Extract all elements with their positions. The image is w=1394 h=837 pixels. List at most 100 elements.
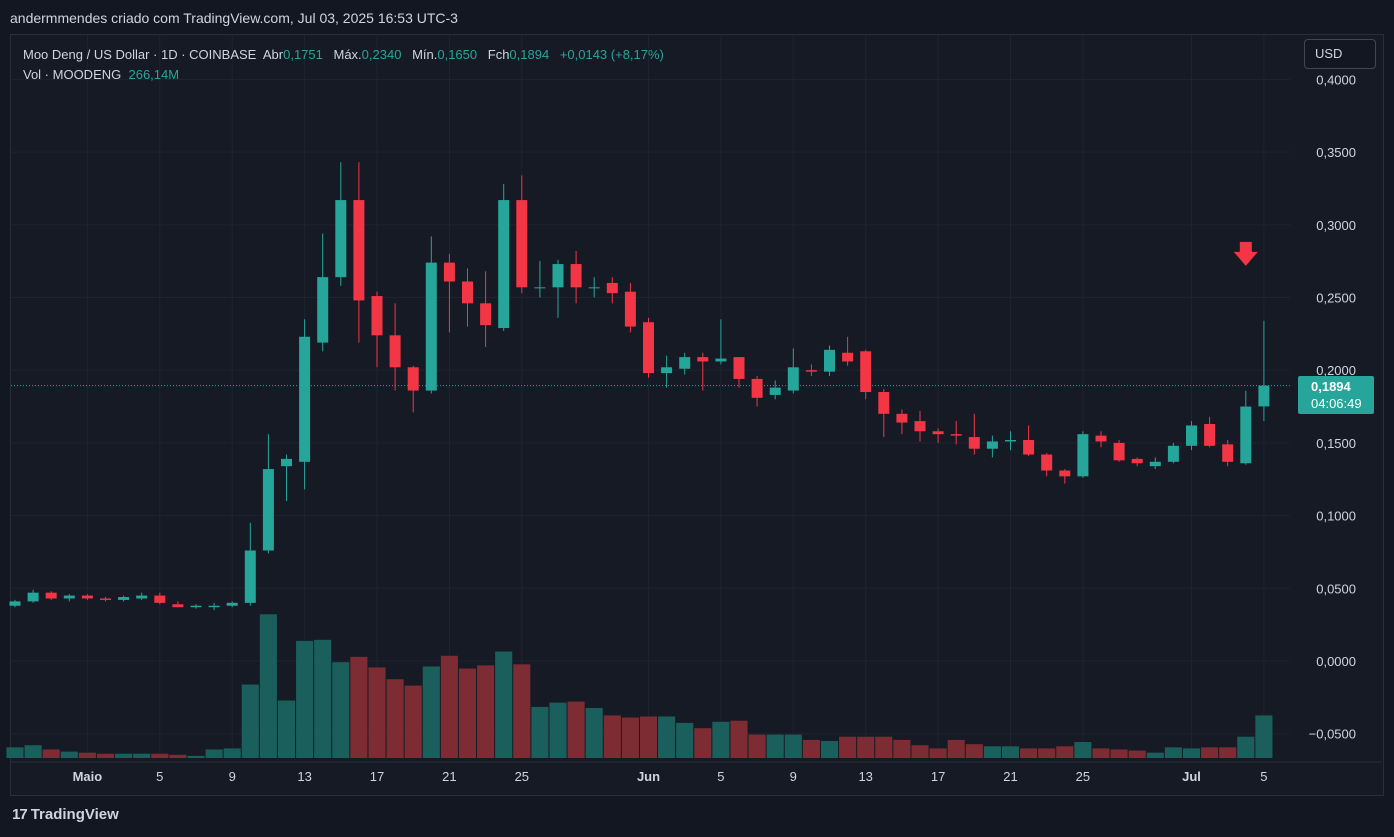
candle-body: [1041, 454, 1053, 471]
candle: [262, 434, 274, 554]
volume-bar: [585, 707, 603, 758]
volume-bar: [621, 717, 639, 758]
candle-body: [679, 357, 691, 369]
time-axis-label: 25: [515, 769, 529, 784]
candle: [480, 271, 492, 347]
candle: [1131, 457, 1143, 467]
tradingview-logo-icon: 17: [12, 806, 28, 823]
candle-body: [63, 595, 75, 599]
volume-bar: [1020, 748, 1038, 758]
volume-bar: [802, 739, 820, 758]
candle: [552, 259, 564, 318]
volume-bar: [694, 728, 712, 758]
volume-bar: [115, 753, 133, 758]
candle: [63, 594, 75, 602]
candle-body: [1149, 461, 1161, 467]
candle-body: [389, 335, 401, 368]
candle: [787, 348, 799, 394]
volume-bar: [1237, 736, 1255, 758]
volume-bar: [24, 745, 42, 758]
last-price-tag: 0,1894 04:06:49: [1298, 376, 1374, 414]
volume-bar: [712, 721, 730, 758]
candle: [1113, 439, 1125, 462]
candle: [769, 380, 781, 400]
volume-bar: [549, 702, 567, 758]
volume-bar: [404, 685, 422, 758]
candle: [1005, 431, 1016, 451]
volume-bar: [875, 736, 893, 758]
chart-frame[interactable]: [10, 34, 1384, 796]
currency-button[interactable]: USD: [1304, 39, 1376, 69]
candle-body: [1258, 385, 1270, 407]
low-value: 0,1650: [437, 47, 478, 62]
volume-bar: [947, 739, 965, 758]
candle: [914, 410, 926, 442]
volume-bar: [241, 684, 259, 758]
candle: [1258, 320, 1270, 422]
candle-body: [860, 351, 872, 393]
time-axis-label: Jul: [1182, 769, 1201, 784]
candle: [335, 162, 347, 286]
candle: [1167, 442, 1179, 464]
high-value: 0,2340: [361, 47, 402, 62]
open-value: 0,1751: [283, 47, 323, 62]
volume-bar: [1182, 748, 1201, 758]
candle: [878, 389, 890, 438]
volume-label[interactable]: Vol · MOODENG: [23, 67, 122, 82]
candle-body: [606, 282, 618, 294]
time-axis-label: 5: [717, 769, 724, 784]
volume-bar: [1146, 752, 1164, 758]
candle-body: [1077, 434, 1089, 477]
candle: [606, 277, 618, 304]
candle-body: [407, 367, 419, 391]
volume-bar: [78, 752, 96, 758]
tradingview-brand[interactable]: 17 TradingView: [12, 806, 119, 823]
candle-body: [45, 592, 57, 599]
volume-bar: [1038, 748, 1056, 758]
candle: [389, 303, 401, 391]
candle: [1240, 390, 1252, 465]
candle-body: [787, 367, 799, 391]
candle-body: [733, 357, 745, 379]
time-axis-label: 5: [0, 769, 1, 784]
candle-body: [299, 336, 311, 462]
volume-bar: [350, 656, 368, 758]
candle: [462, 268, 473, 327]
volume-bar: [96, 753, 115, 758]
volume-bar: [911, 745, 929, 758]
volume-bar: [422, 666, 440, 758]
volume-bar: [929, 748, 947, 758]
time-axis-label: 9: [790, 769, 797, 784]
down-arrow-icon: [1233, 241, 1258, 266]
candle: [516, 175, 528, 294]
volume-bar: [658, 716, 676, 758]
candle-body: [1131, 458, 1143, 464]
volume-bar: [440, 655, 458, 758]
volume-bar: [477, 665, 495, 758]
last-price-value: 0,1894: [1311, 379, 1351, 394]
candle-body: [172, 604, 184, 608]
symbol-title[interactable]: Moo Deng / US Dollar · 1D · COINBASE: [23, 47, 257, 62]
candle: [407, 365, 419, 413]
candle-body: [208, 605, 220, 608]
volume-bar: [784, 734, 802, 758]
volume-bar: [513, 664, 531, 758]
candle-body: [81, 595, 93, 599]
volume-bar: [676, 722, 694, 758]
volume-bar: [277, 700, 296, 758]
candle-body: [353, 200, 365, 301]
candle-body: [950, 434, 962, 436]
candle-body: [715, 358, 727, 362]
annotations: [1233, 241, 1258, 266]
price-axis-label: 0,0500: [1316, 581, 1356, 596]
candle: [715, 319, 727, 365]
candle: [570, 250, 582, 304]
candle-body: [1095, 435, 1107, 442]
volume-bar: [205, 749, 223, 758]
candle-body: [914, 421, 926, 432]
candle-body: [570, 264, 582, 288]
time-axis-label: 13: [297, 769, 311, 784]
candle-body: [1167, 445, 1179, 462]
candle: [81, 594, 93, 600]
